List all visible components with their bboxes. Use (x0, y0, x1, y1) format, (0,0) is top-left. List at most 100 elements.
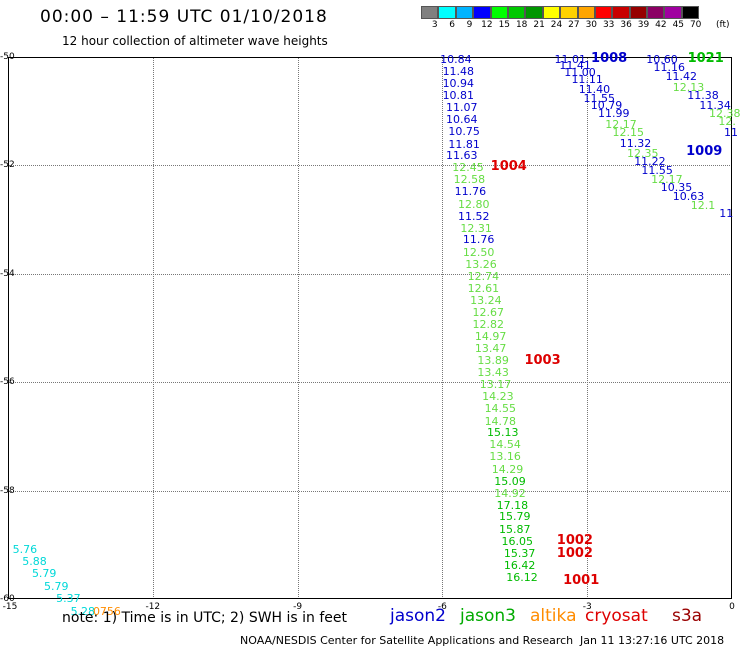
grid-line-vertical (297, 57, 299, 599)
color-scale-label: 45 (672, 20, 685, 30)
wave-height-value: 11.11 (571, 73, 603, 87)
wave-height-value: 14.23 (482, 390, 514, 404)
wave-height-value: 12.17 (651, 173, 683, 187)
wave-height-value: 10.60 (646, 53, 678, 66)
wave-height-value: 11.55 (641, 163, 673, 177)
wave-height-value: 12.74 (467, 269, 500, 283)
wave-height-value: 5.37 (56, 592, 81, 606)
color-scale-label: 27 (568, 20, 580, 30)
wave-height-value: 14.29 (491, 462, 524, 476)
units-note: note: 1) Time is in UTC; 2) SWH is in fe… (62, 610, 348, 626)
color-scale-swatch (594, 6, 613, 19)
color-scale-label: 15 (498, 20, 511, 30)
wave-height-value: 11.42 (665, 69, 698, 83)
wave-height-value: 11.40 (578, 82, 611, 96)
pressure-value: 1009 (686, 144, 723, 160)
wave-height-value: 0756 (92, 604, 121, 618)
wave-height-value: 16.12 (506, 571, 538, 585)
wave-height-value: 11.01 (554, 53, 587, 66)
color-scale-swatches (421, 6, 700, 19)
color-scale-swatch (542, 6, 561, 19)
color-scale-label: 12 (481, 20, 493, 30)
grid-line-vertical (587, 57, 589, 599)
wave-height-value: 11.99 (597, 107, 630, 121)
wave-height-value: 10.64 (445, 113, 478, 127)
lat-tick-label: -56 (0, 377, 15, 388)
grid-line-horizontal (8, 382, 732, 384)
wave-height-value: 5.79 (31, 566, 57, 580)
wave-height-value: 14.97 (474, 329, 507, 343)
color-scale-label: 33 (602, 20, 615, 30)
grid-line-vertical (442, 57, 444, 599)
page-subtitle: 12 hour collection of altimeter wave hei… (62, 34, 328, 48)
lon-tick-label: -15 (2, 602, 18, 612)
wave-height-value: 12.35 (626, 146, 659, 160)
color-scale-swatch (612, 6, 630, 19)
grid-line-horizontal (8, 165, 732, 167)
wave-height-value: 17.18 (496, 498, 529, 512)
pressure-value: 1002 (556, 545, 593, 561)
wave-height-value: 11.38 (687, 88, 719, 102)
pressure-value: 1001 (563, 572, 600, 588)
wave-height-value: 11.34 (699, 98, 731, 112)
generated-timestamp: Jan 11 13:27:16 UTC 2018 (580, 634, 725, 647)
wave-height-value: 11.41 (559, 58, 591, 72)
color-scale-swatch (473, 6, 491, 19)
wave-height-value: 11.07 (445, 101, 478, 115)
pressure-value: 1004 (490, 159, 527, 175)
grid-line-horizontal (8, 273, 732, 275)
wave-height-value: 5.28 (70, 604, 96, 618)
grid-line-horizontal (8, 490, 732, 492)
wave-height-value: 10.63 (672, 190, 705, 204)
wave-height-value: 11 (724, 125, 739, 139)
lat-tick-label: -52 (0, 160, 15, 171)
wave-height-value: 13.43 (477, 366, 509, 380)
wave-height-value: 13.26 (465, 257, 497, 271)
grid-line-vertical (152, 57, 154, 599)
lat-tick-label: -60 (0, 594, 15, 604)
wave-height-value: 12.17 (605, 118, 637, 132)
wave-height-value: 15.79 (499, 510, 531, 524)
wave-height-value: 11.32 (619, 137, 652, 150)
wave-height-value: 10.75 (448, 125, 480, 139)
color-scale-label: 24 (550, 20, 563, 30)
wave-height-value: 11.52 (458, 209, 490, 223)
wave-height-value: 14.78 (484, 414, 517, 428)
wave-height-value: 12.58 (453, 173, 486, 187)
color-scale-swatch (525, 6, 543, 19)
color-scale-label: 21 (533, 20, 545, 30)
wave-height-value: 11.22 (634, 154, 666, 168)
lat-tick-label: -50 (0, 52, 15, 62)
wave-height-value: 11.48 (442, 64, 475, 78)
lon-tick-label: -9 (293, 602, 303, 612)
wave-height-value: 12.1 (690, 199, 716, 213)
color-scale-label: 30 (585, 20, 598, 30)
color-scale-swatch (647, 6, 665, 19)
wave-height-value: 15.13 (486, 426, 519, 440)
color-scale-swatch (681, 6, 700, 19)
wave-height-value: 11.81 (448, 137, 480, 151)
legend-entry: jason3 (460, 606, 516, 626)
color-scale-label: 39 (637, 20, 650, 30)
color-scale-label: 6 (449, 20, 455, 30)
wave-height-value: 14.55 (484, 402, 517, 416)
wave-height-value: 15.09 (494, 474, 526, 488)
wave-height-value: 15.87 (499, 522, 531, 536)
color-scale-label: 18 (515, 20, 528, 30)
wave-height-value: 12. (718, 114, 736, 128)
color-scale-swatch (577, 6, 595, 19)
color-scale-swatch (629, 6, 648, 19)
wave-height-value: 12.67 (472, 306, 505, 320)
wave-height-value: 13.16 (489, 450, 521, 464)
wave-height-value: 5.79 (44, 579, 69, 593)
wave-height-value: 11.76 (454, 185, 487, 199)
wave-height-value: 15.37 (503, 546, 536, 560)
wave-height-value: 16.05 (501, 534, 533, 548)
legend-entry: jason2 (390, 606, 446, 626)
legend-entry: cryosat (585, 606, 648, 626)
wave-height-value: 12.50 (462, 245, 495, 259)
color-scale-label: 36 (620, 20, 632, 30)
wave-height-value: 12.80 (458, 197, 490, 211)
wave-height-value: 13.89 (477, 354, 509, 368)
